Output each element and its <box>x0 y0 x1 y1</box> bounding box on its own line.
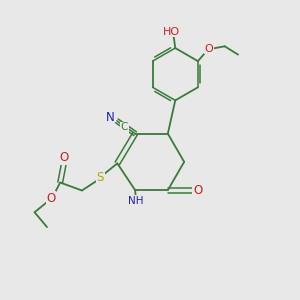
Text: O: O <box>46 192 56 205</box>
Text: O: O <box>59 151 68 164</box>
Text: N: N <box>106 111 115 124</box>
Text: O: O <box>205 44 214 54</box>
Text: O: O <box>193 184 202 196</box>
Text: S: S <box>97 171 104 184</box>
Text: NH: NH <box>128 196 143 206</box>
Text: C: C <box>121 122 128 132</box>
Text: HO: HO <box>163 27 180 37</box>
